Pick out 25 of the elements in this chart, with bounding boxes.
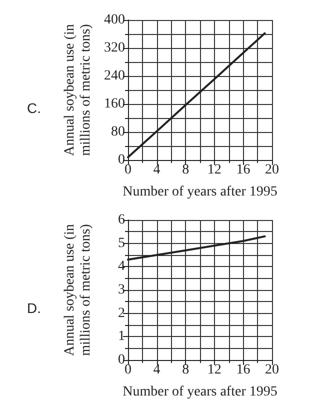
- y-tick-label: 160: [104, 96, 125, 112]
- x-tick-label: 16: [236, 362, 250, 378]
- x-tick-label: 20: [265, 162, 279, 178]
- y-tick-label: 2: [118, 306, 125, 321]
- x-tick-label: 20: [265, 362, 279, 378]
- text: D.: [27, 300, 41, 316]
- x-axis-title: Number of years after 1995: [122, 184, 278, 200]
- x-tick-label: 4: [153, 162, 160, 178]
- y-tick-label: 1: [118, 329, 125, 344]
- x-tick-label: 12: [207, 162, 222, 178]
- x-tick-label: 8: [182, 362, 190, 378]
- y-tick-label: 6: [118, 212, 125, 228]
- x-tick-label: 12: [207, 362, 222, 378]
- x-tick-label: 8: [182, 162, 190, 178]
- y-tick-label: 4: [118, 259, 125, 274]
- y-axis-title: Annual soybean use (in millions of metric tons): [62, 24, 94, 156]
- y-axis-title: Annual soybean use (in millions of metric tons): [62, 224, 94, 356]
- x-axis-title: Number of years after 1995: [122, 384, 278, 400]
- y-tick-label: 400: [104, 12, 125, 28]
- y-tick-label: 80: [111, 124, 125, 140]
- text: C.: [27, 100, 41, 116]
- y-tick-label: 320: [104, 40, 125, 56]
- y-tick-label: 240: [104, 68, 125, 84]
- x-tick-label: 16: [236, 162, 250, 178]
- x-tick-label: 4: [153, 362, 160, 378]
